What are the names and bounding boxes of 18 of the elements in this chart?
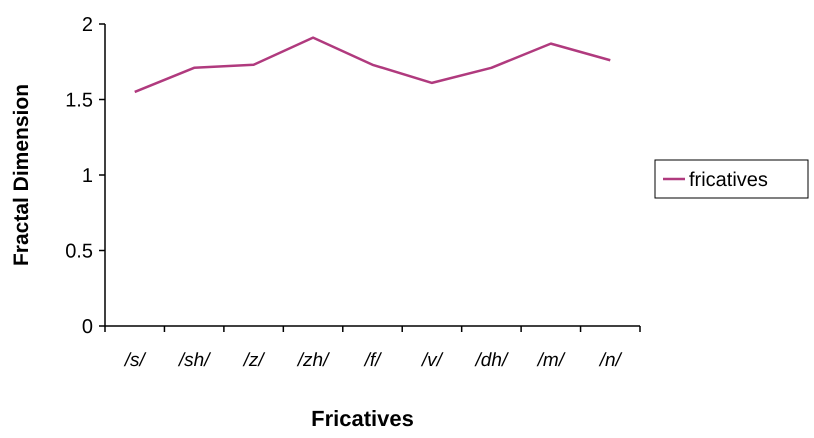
x-tick-label: /zh/ [296,350,330,371]
x-tick-label: /m/ [536,350,566,371]
x-axis-title: Fricatives [311,406,414,431]
x-tick-label: /dh/ [474,350,509,371]
y-tick-label: 1.5 [65,90,93,112]
y-tick-label: 0.5 [65,240,93,262]
legend-label: fricatives [689,169,768,191]
x-tick-label: /z/ [242,350,266,371]
x-tick-label: /n/ [598,350,623,371]
x-tick-label: /f/ [362,350,382,371]
line-series [133,36,612,94]
y-tick-label: 1 [82,165,93,187]
y-tick-label: 0 [82,316,93,338]
x-tick-label: /v/ [420,350,444,371]
x-tick-label: /sh/ [176,350,212,371]
x-tick-label: /s/ [122,350,146,371]
y-tick-label: 2 [82,14,93,36]
y-axis-title: Fractal Dimension [10,84,33,266]
